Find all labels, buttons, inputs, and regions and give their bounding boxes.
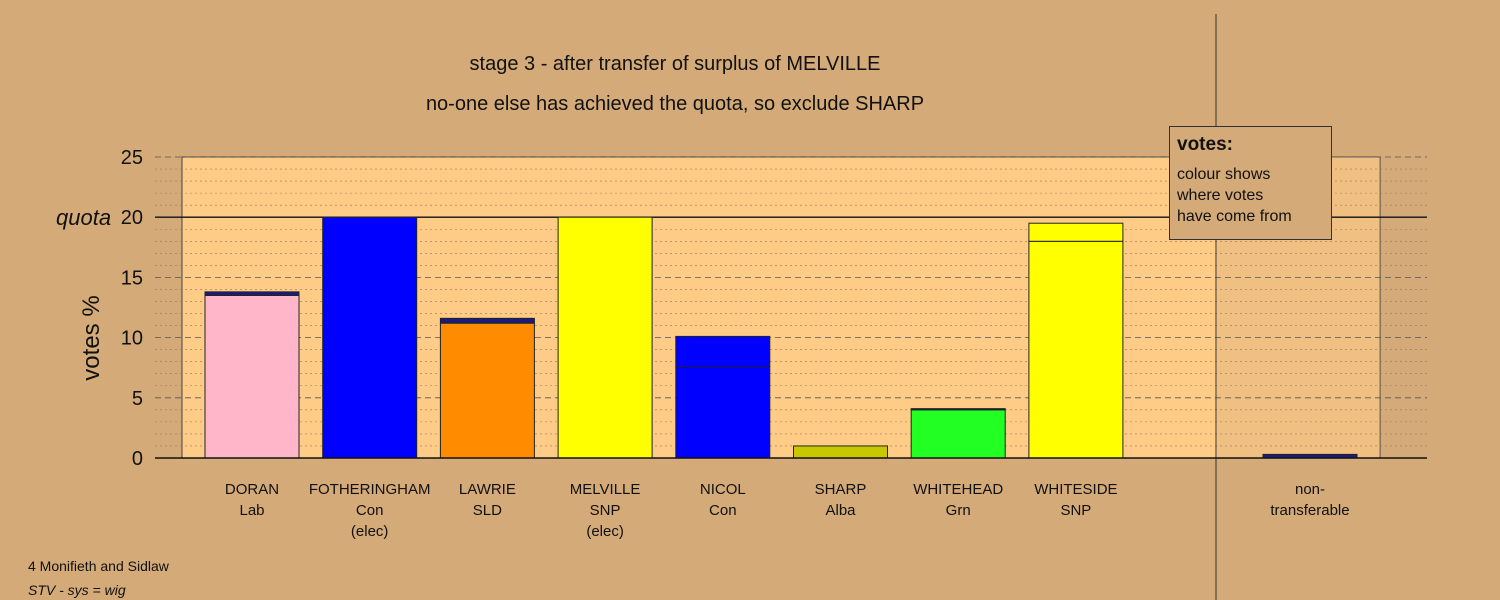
candidate-name: DORAN	[224, 481, 280, 498]
candidate-status	[658, 521, 788, 542]
legend-line-3: have come from	[1177, 208, 1292, 225]
bar-segment	[910, 409, 1006, 459]
y-tick-label: 20	[121, 207, 143, 229]
bars-group	[204, 216, 1358, 459]
candidate-status	[422, 521, 552, 542]
candidate-label: MELVILLE SNP (elec)	[540, 479, 670, 542]
footer-system: STV - sys = wig	[28, 582, 126, 598]
candidate-label: NICOL Con	[658, 479, 788, 542]
candidate-label: FOTHERINGHAM Con (elec)	[305, 479, 435, 542]
quota-label: quota	[56, 205, 111, 230]
nontransferable-label2: transferable	[1270, 502, 1350, 519]
y-tick-label: 0	[132, 448, 143, 470]
candidate-label: DORAN Lab	[187, 479, 317, 542]
y-tick-label: 5	[132, 388, 143, 410]
bar-segment	[204, 291, 300, 296]
candidate-party: Lab	[239, 502, 265, 519]
footer-constituency: 4 Monifieth and Sidlaw	[28, 558, 169, 574]
legend-heading: votes:	[1177, 134, 1233, 155]
legend-line-1: colour shows	[1177, 166, 1271, 183]
candidate-label: WHITESIDE SNP	[1011, 479, 1141, 542]
candidate-party: Grn	[945, 502, 971, 519]
y-tick-label: 15	[121, 267, 143, 289]
nontransferable-label: non-transferable	[1245, 479, 1375, 521]
y-tick-label: 25	[121, 147, 143, 169]
candidate-name: FOTHERINGHAM	[308, 481, 431, 498]
bar-segment	[204, 294, 300, 459]
candidate-status	[893, 521, 1023, 542]
legend-line-2: where votes	[1177, 187, 1264, 204]
candidate-party: Con	[355, 502, 384, 519]
chart-title: stage 3 - after transfer of surplus of M…	[469, 53, 881, 75]
bar-segment	[675, 365, 771, 459]
y-axis-label: votes %	[78, 295, 105, 380]
candidate-party: SNP	[1060, 502, 1092, 519]
bar-segment	[910, 408, 1006, 411]
candidate-status	[1011, 521, 1141, 542]
candidate-name: WHITEHEAD	[913, 481, 1004, 498]
y-tick-label: 10	[121, 328, 143, 350]
candidate-status: (elec)	[586, 523, 624, 540]
candidate-label: SHARP Alba	[776, 479, 906, 542]
candidate-party: Alba	[825, 502, 856, 519]
candidate-party: Con	[709, 502, 737, 519]
chart-subtitle: no-one else has achieved the quota, so e…	[425, 93, 925, 115]
bar-segment	[675, 335, 771, 367]
y-axis: 0 5 10 15 25 quota 20	[56, 147, 143, 470]
nontransferable-label1: non-	[1294, 481, 1326, 498]
candidate-name: LAWRIE	[458, 481, 516, 498]
candidate-name: MELVILLE	[569, 481, 641, 498]
candidate-party: SNP	[589, 502, 621, 519]
bar-segment	[1028, 222, 1124, 242]
bar-segment	[439, 322, 535, 459]
candidate-label: LAWRIE SLD	[422, 479, 552, 542]
candidate-status	[187, 521, 317, 542]
candidate-name: SHARP	[814, 481, 867, 498]
bar-segment	[557, 216, 653, 459]
candidate-party: SLD	[472, 502, 502, 519]
candidate-name: NICOL	[699, 481, 746, 498]
candidate-status	[776, 521, 906, 542]
candidate-status: (elec)	[350, 523, 389, 540]
candidate-name: WHITESIDE	[1034, 481, 1118, 498]
bar-segment	[793, 445, 888, 459]
bar-segment	[322, 216, 418, 459]
candidate-label: WHITEHEAD Grn	[893, 479, 1023, 542]
legend-box: votes: colour shows where votes have com…	[1169, 126, 1332, 240]
bar-segment	[439, 317, 535, 324]
bar-segment	[1028, 240, 1124, 459]
